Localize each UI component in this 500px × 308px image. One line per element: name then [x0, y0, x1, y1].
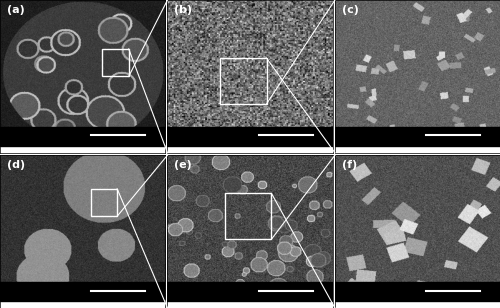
Bar: [335, 127, 500, 146]
Bar: [220, 58, 266, 104]
Bar: [168, 127, 332, 146]
Bar: [225, 193, 272, 239]
Text: (b): (b): [174, 5, 192, 14]
Text: (a): (a): [6, 5, 25, 14]
Bar: [168, 282, 332, 301]
Bar: [102, 49, 128, 76]
Text: (e): (e): [174, 160, 192, 170]
Text: (c): (c): [342, 5, 358, 14]
Text: (f): (f): [342, 160, 357, 170]
Bar: [0, 282, 165, 301]
Bar: [0, 127, 165, 146]
Bar: [91, 189, 117, 216]
Text: (d): (d): [6, 160, 25, 170]
Bar: [335, 282, 500, 301]
